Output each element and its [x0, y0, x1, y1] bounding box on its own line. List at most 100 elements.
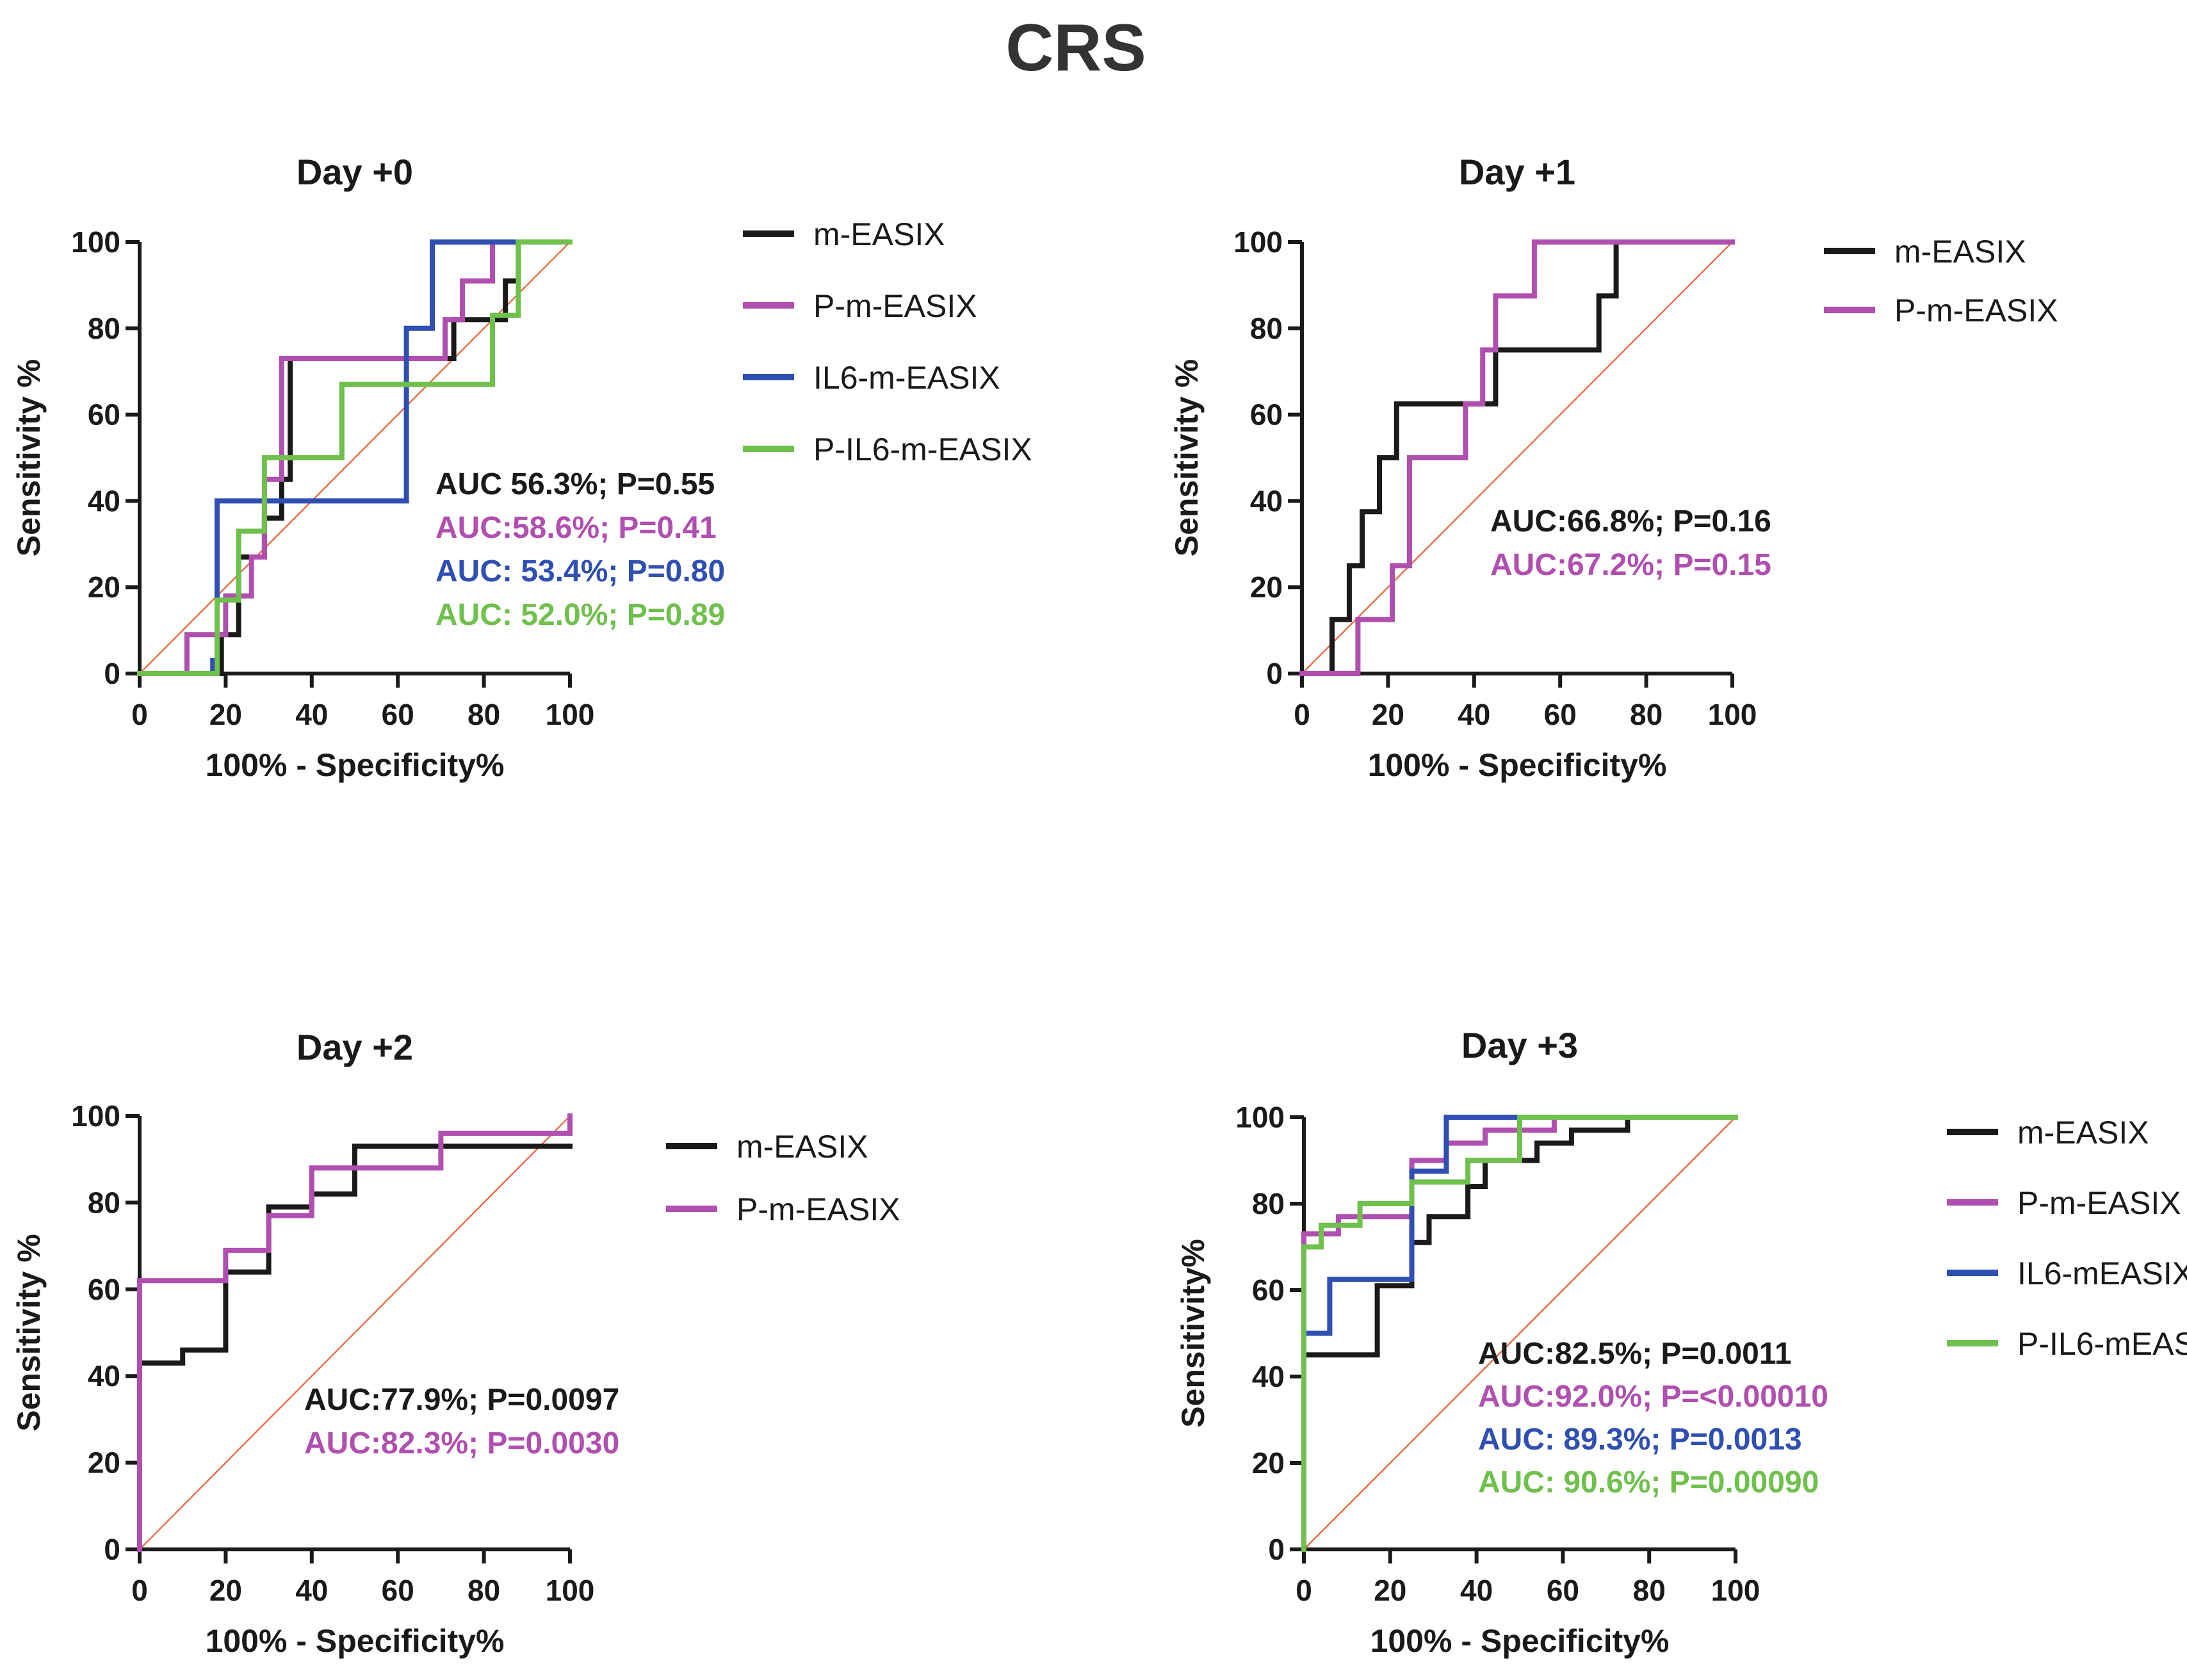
y-tick-label: 20 [88, 1446, 120, 1480]
y-axis-label: Sensitivity % [11, 1234, 47, 1431]
roc-curve-m-EASIX [1299, 239, 1735, 676]
y-tick-label: 20 [1250, 570, 1283, 604]
panel-title: Day +1 [1459, 152, 1575, 192]
legend-item: IL6-m-EASIX [743, 360, 1000, 396]
roc-curve-IL6-mEASIX [1301, 1115, 1738, 1552]
legend-label: P-IL6-mEASIX [2017, 1326, 2187, 1362]
legend-label: P-m-EASIX [736, 1191, 900, 1227]
x-tick-label: 20 [1372, 698, 1404, 731]
x-tick-label: 40 [295, 1574, 328, 1607]
y-axis-label: Sensitivity % [1169, 359, 1205, 556]
x-tick-label: 20 [209, 1574, 242, 1607]
legend-item: P-IL6-m-EASIX [743, 432, 1032, 467]
figure-title: CRS [1005, 11, 1146, 85]
legend-item: m-EASIX [1824, 234, 2026, 270]
roc-curve-P-IL6-mEASIX [1301, 1115, 1738, 1552]
auc-annotation: AUC:66.8%; P=0.16 [1490, 505, 1771, 538]
roc-panel-0: Day +0 0 20 40 60 80 100 0 20 40 60 80 100 100% - Spe… [11, 152, 1032, 783]
roc-curve-P-IL6-m-EASIX [137, 239, 573, 676]
x-tick-label: 100 [1708, 698, 1757, 731]
y-tick-label: 100 [1235, 1101, 1285, 1134]
auc-annotation: AUC:58.6%; P=0.41 [435, 511, 717, 545]
y-tick-label: 40 [88, 1359, 120, 1393]
y-tick-label: 40 [88, 484, 120, 517]
x-tick-label: 0 [131, 1574, 148, 1607]
auc-annotation: AUC:82.3%; P=0.0030 [304, 1426, 619, 1460]
x-axis-label: 100% - Specificity% [1368, 747, 1667, 783]
legend-item: P-m-EASIX [743, 288, 977, 324]
x-tick-label: 60 [382, 698, 414, 731]
y-tick-label: 100 [71, 1099, 120, 1133]
legend-item: m-EASIX [743, 216, 945, 252]
x-tick-label: 60 [1544, 698, 1577, 731]
x-tick-label: 40 [1460, 1574, 1493, 1607]
x-axis-label: 100% - Specificity% [206, 747, 505, 783]
auc-annotation: AUC: 89.3%; P=0.0013 [1478, 1423, 1802, 1457]
legend-label: P-m-EASIX [813, 288, 977, 324]
x-axis-label: 100% - Specificity% [1370, 1623, 1670, 1659]
auc-annotation: AUC:67.2%; P=0.15 [1490, 548, 1771, 582]
legend-label: P-IL6-m-EASIX [813, 432, 1032, 467]
y-tick-label: 60 [88, 1273, 120, 1306]
y-tick-label: 60 [88, 398, 120, 432]
y-tick-label: 0 [1268, 1533, 1285, 1566]
x-tick-label: 80 [467, 698, 500, 731]
x-tick-label: 40 [295, 698, 328, 731]
y-tick-label: 20 [88, 570, 120, 604]
roc-panel-3: Day +3 0 20 40 60 80 100 0 20 40 60 80 100 100% - Spe… [1175, 1025, 2187, 1659]
roc-panel-2: Day +2 0 20 40 60 80 100 0 20 40 60 80 100 100% - Spe… [11, 1027, 900, 1659]
legend-label: m-EASIX [2017, 1115, 2149, 1151]
roc-panel-1: Day +1 0 20 40 60 80 100 0 20 40 60 80 100 100% - Spe… [1169, 152, 2058, 783]
y-tick-label: 0 [104, 657, 120, 690]
roc-curve-m-EASIX [1301, 1115, 1738, 1552]
x-tick-label: 80 [1633, 1574, 1666, 1607]
x-tick-label: 20 [209, 698, 242, 731]
panel-title: Day +3 [1461, 1025, 1578, 1065]
y-tick-label: 80 [1250, 312, 1283, 345]
panel-title: Day +0 [297, 152, 413, 192]
roc-curve-IL6-m-EASIX [137, 239, 573, 676]
legend-item: m-EASIX [666, 1129, 868, 1165]
legend-item: IL6-mEASIX [1947, 1256, 2187, 1291]
y-tick-label: 60 [1252, 1273, 1285, 1307]
legend-item: m-EASIX [1947, 1115, 2149, 1151]
legend-label: IL6-m-EASIX [813, 360, 1000, 396]
legend-label: m-EASIX [1894, 234, 2026, 270]
x-tick-label: 100 [546, 698, 595, 731]
y-tick-label: 100 [71, 225, 120, 259]
auc-annotation: AUC: 52.0%; P=0.89 [435, 598, 725, 632]
y-tick-label: 0 [104, 1533, 120, 1566]
x-tick-label: 80 [1630, 698, 1663, 731]
auc-annotation: AUC:77.9%; P=0.0097 [304, 1383, 619, 1417]
x-tick-label: 0 [1296, 1574, 1312, 1607]
auc-annotation: AUC 56.3%; P=0.55 [435, 467, 715, 501]
legend-label: m-EASIX [813, 216, 945, 252]
y-tick-label: 80 [1252, 1187, 1285, 1220]
x-axis-label: 100% - Specificity% [206, 1623, 505, 1659]
legend-item: P-IL6-mEASIX [1947, 1326, 2187, 1362]
x-tick-label: 0 [131, 698, 148, 731]
legend-label: P-m-EASIX [2017, 1185, 2181, 1221]
reference-diagonal [1301, 241, 1733, 674]
roc-curve-m-EASIX [137, 1143, 573, 1552]
auc-annotation: AUC:82.5%; P=0.0011 [1478, 1337, 1792, 1371]
auc-annotation: AUC: 53.4%; P=0.80 [435, 554, 725, 588]
legend-item: P-m-EASIX [1947, 1185, 2181, 1221]
roc-curve-P-m-EASIX [137, 1113, 573, 1552]
x-tick-label: 60 [1547, 1574, 1579, 1607]
x-tick-label: 20 [1374, 1574, 1406, 1607]
auc-annotation: AUC:92.0%; P=<0.00010 [1478, 1380, 1828, 1414]
y-tick-label: 60 [1250, 398, 1283, 432]
y-tick-label: 40 [1250, 484, 1283, 517]
y-tick-label: 0 [1266, 657, 1283, 690]
roc-curve-P-m-EASIX [1299, 239, 1735, 676]
panel-title: Day +2 [297, 1027, 413, 1067]
x-tick-label: 100 [1711, 1574, 1760, 1607]
legend-label: m-EASIX [736, 1129, 868, 1165]
y-axis-label: Sensitivity % [11, 359, 47, 556]
reference-diagonal [1303, 1117, 1736, 1550]
legend-item: P-m-EASIX [666, 1191, 900, 1227]
x-tick-label: 0 [1294, 698, 1310, 731]
legend-label: P-m-EASIX [1894, 293, 2058, 328]
x-tick-label: 100 [546, 1574, 595, 1607]
